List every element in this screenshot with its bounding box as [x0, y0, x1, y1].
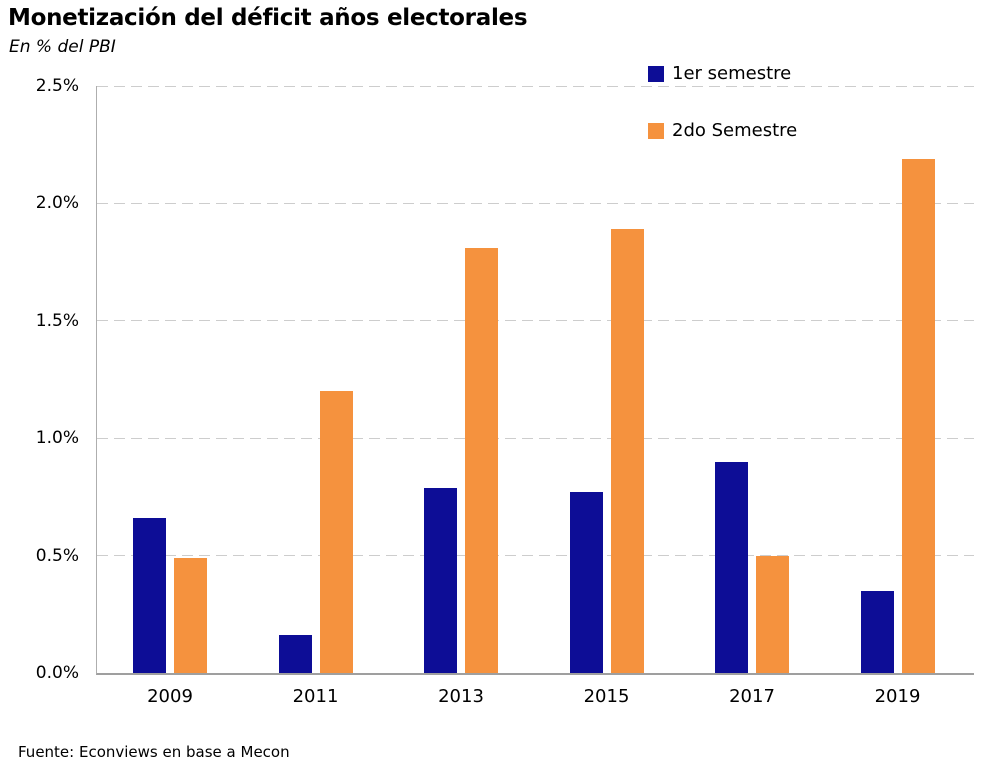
bar-2011-2do-semestre — [319, 391, 353, 673]
x-tick-label-2017: 2017 — [729, 686, 775, 707]
legend-swatch-icon — [648, 122, 664, 139]
bar-2019-2do-semestre — [901, 158, 935, 673]
gridline-0.5% — [97, 555, 974, 557]
x-tick-label-2009: 2009 — [147, 686, 193, 707]
bar-2015-1er-semestre — [569, 492, 603, 673]
bar-2019-1er-semestre — [860, 590, 894, 673]
y-tick-label-1.0%: 1.0% — [35, 428, 79, 449]
gridline-2.5% — [97, 85, 974, 87]
gridline-1.5% — [97, 320, 974, 322]
x-tick-label-2015: 2015 — [583, 686, 630, 707]
bar-2013-2do-semestre — [465, 248, 498, 673]
x-tick-label-2011: 2011 — [292, 686, 339, 707]
x-tick-label-2019: 2019 — [874, 686, 921, 707]
bar-2015-2do-semestre — [610, 229, 644, 673]
source-note: Fuente: Econviews en base a Mecon — [18, 743, 290, 761]
gridline-1.0% — [97, 437, 974, 439]
legend-label: 2do Semestre — [672, 120, 798, 141]
gridline-2.0% — [97, 202, 974, 204]
x-tick-label-2013: 2013 — [438, 686, 484, 707]
bar-2009-1er-semestre — [133, 518, 166, 673]
legend-label: 1er semestre — [672, 63, 792, 84]
bar-2013-1er-semestre — [424, 487, 457, 673]
plot-area — [96, 85, 974, 675]
legend-item-1er-semestre: 1er semestre — [648, 63, 791, 84]
chart-title: Monetización del déficit años electorale… — [8, 5, 528, 31]
y-tick-label-0.5%: 0.5% — [35, 545, 79, 566]
bar-2009-2do-semestre — [174, 557, 207, 673]
bar-2017-2do-semestre — [756, 555, 789, 673]
y-tick-label-2.0%: 2.0% — [35, 193, 79, 214]
bar-2011-1er-semestre — [278, 635, 312, 673]
bar-2017-1er-semestre — [715, 461, 748, 673]
y-tick-label-1.5%: 1.5% — [35, 310, 79, 331]
legend-item-2do-semestre: 2do Semestre — [648, 120, 797, 141]
chart-subtitle: En % del PBI — [9, 37, 116, 57]
y-tick-label-0.0%: 0.0% — [35, 663, 79, 683]
legend-swatch-icon — [648, 65, 664, 82]
y-tick-label-2.5%: 2.5% — [35, 76, 79, 96]
